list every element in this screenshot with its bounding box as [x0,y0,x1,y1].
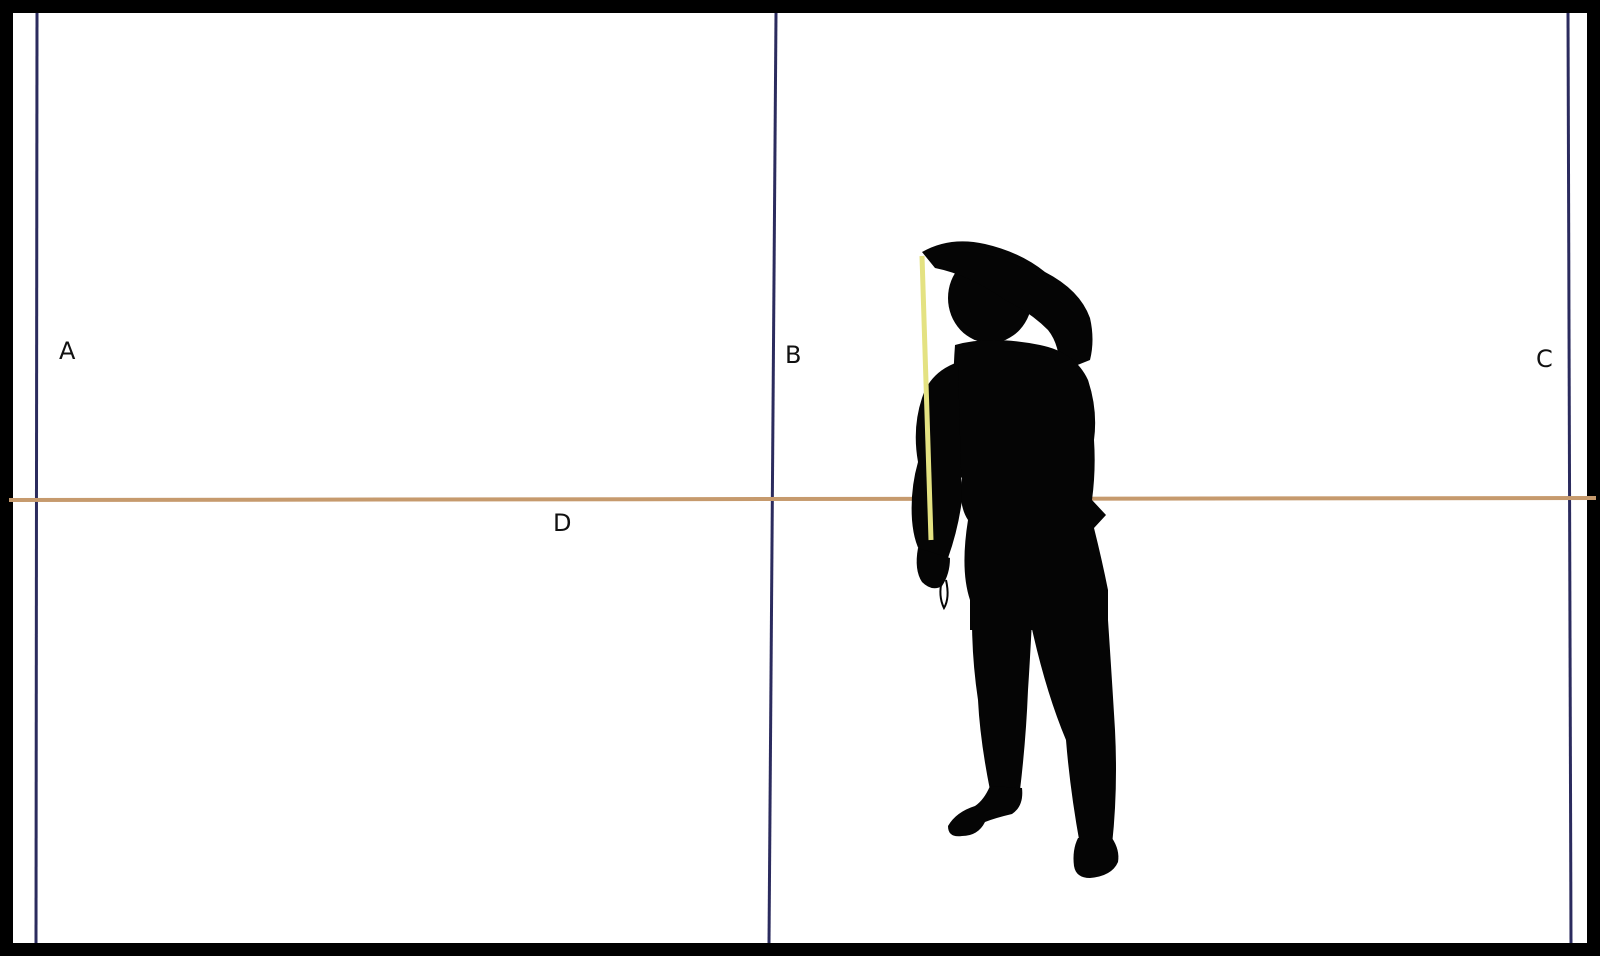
vertical-line-c [1566,12,1573,944]
person-measuring-silhouette-icon [911,241,1119,878]
label-b: B [785,341,801,369]
vertical-line-a [34,12,39,944]
label-a: A [59,337,76,365]
horizontal-line-d [8,496,1597,502]
label-c: C [1536,345,1553,373]
vertical-line-b [767,12,778,944]
measuring-tape [919,255,934,541]
tape-strap-icon [939,579,949,611]
label-d: D [553,509,571,537]
